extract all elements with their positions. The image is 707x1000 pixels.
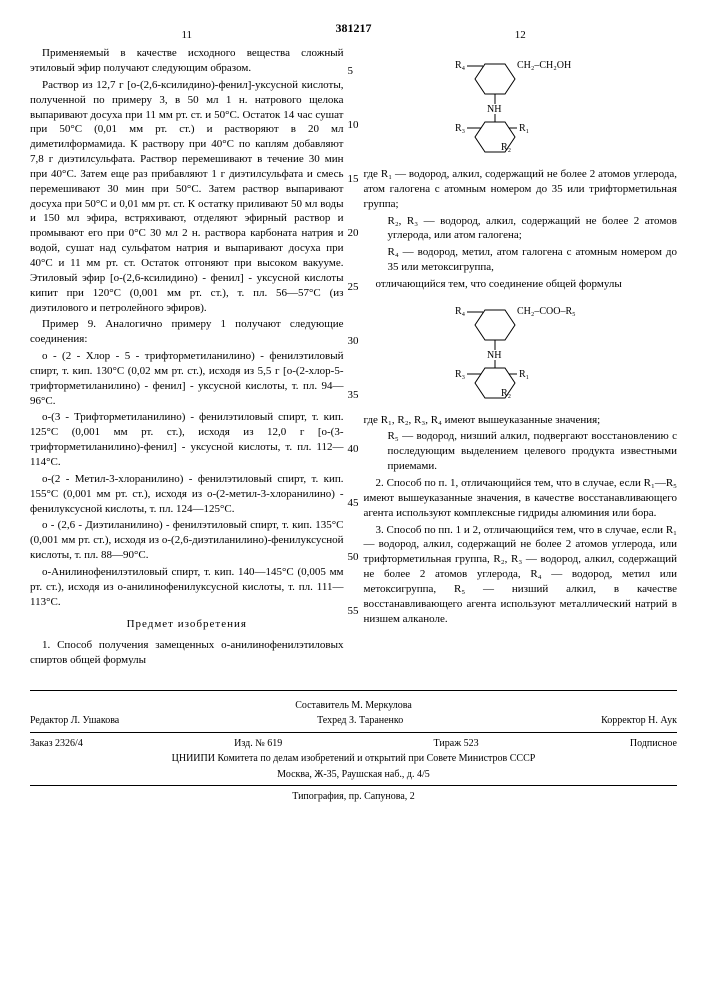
- where-clause: R₅ — водород, низший алкил, подвергают в…: [364, 429, 678, 474]
- compiler-line: Составитель М. Меркулова: [30, 699, 677, 713]
- formula-r3: R₃: [455, 123, 465, 134]
- paragraph: 2. Способ по п. 1, отличающийся тем, что…: [364, 476, 678, 521]
- paragraph: о-(2 - Метил-3-хлоранилино) - фенилэтило…: [30, 472, 344, 517]
- where-clause: R₄ — водород, метил, атом галогена с ато…: [364, 245, 678, 275]
- typo-line: Типография, пр. Сапунова, 2: [30, 790, 677, 804]
- two-column-layout: 11 Применяемый в качестве исходного веще…: [30, 46, 677, 670]
- paragraph: о-Анилинофенилэтиловый спирт, т. кип. 14…: [30, 565, 344, 610]
- formula-r3: R₃: [455, 369, 465, 380]
- footer: Составитель М. Меркулова Редактор Л. Уша…: [30, 690, 677, 804]
- order: Заказ 2326/4: [30, 737, 83, 751]
- line-num: 30: [348, 334, 359, 349]
- paragraph: о - (2 - Хлор - 5 - трифторметиланилино)…: [30, 349, 344, 408]
- paragraph: Применяемый в качестве исходного веществ…: [30, 46, 344, 76]
- right-column: 12 5 10 15 20 25 30 35 40 45 50 55 R₄ CH…: [364, 46, 678, 670]
- chemical-formula-1: R₄ CH₂–CH₂OH NH R₃ R₁ R₂: [364, 54, 678, 159]
- formula-r4: R₄: [455, 60, 466, 71]
- chemical-formula-2: R₄ CH₂–COO–R₅ NH R₃ R₁ R₂: [364, 300, 678, 405]
- line-num: 25: [348, 280, 359, 295]
- formula-nh: NH: [487, 350, 501, 361]
- formula-ch2coo: CH₂–COO–R₅: [517, 306, 576, 317]
- formula-r2: R₂: [501, 142, 511, 153]
- line-num: 45: [348, 496, 359, 511]
- editor: Редактор Л. Ушакова: [30, 714, 119, 728]
- left-col-number: 11: [181, 28, 192, 43]
- izd: Изд. № 619: [234, 737, 282, 751]
- paragraph: Пример 9. Аналогично примеру 1 получают …: [30, 317, 344, 347]
- line-num: 20: [348, 226, 359, 241]
- paragraph: о - (2,6 - Диэтиланилино) - фенилэтиловы…: [30, 518, 344, 563]
- tirazh: Тираж 523: [434, 737, 479, 751]
- line-num: 15: [348, 172, 359, 187]
- left-column: 11 Применяемый в качестве исходного веще…: [30, 46, 344, 670]
- corrector: Корректор Н. Аук: [601, 714, 677, 728]
- formula-r2: R₂: [501, 388, 511, 399]
- paragraph: 3. Способ по пп. 1 и 2, отличающийся тем…: [364, 523, 678, 627]
- credits-row: Редактор Л. Ушакова Техред З. Тараненко …: [30, 714, 677, 728]
- right-col-number: 12: [515, 28, 526, 43]
- doc-number: 381217: [30, 20, 677, 36]
- line-num: 55: [348, 604, 359, 619]
- subject-heading: Предмет изобретения: [30, 617, 344, 632]
- line-num: 10: [348, 118, 359, 133]
- line-num: 35: [348, 388, 359, 403]
- line-num: 50: [348, 550, 359, 565]
- formula-r4: R₄: [455, 306, 466, 317]
- line-num: 5: [348, 64, 354, 79]
- where-clause: R₂, R₃ — водород, алкил, содержащий не б…: [364, 214, 678, 244]
- divider: [30, 732, 677, 733]
- line-num: 40: [348, 442, 359, 457]
- formula-r1: R₁: [519, 369, 529, 380]
- where-clause: где R₁ — водород, алкил, содержащий не б…: [364, 167, 678, 212]
- paragraph: отличающийся тем, что соединение общей ф…: [364, 277, 678, 292]
- paragraph: о-(3 - Трифторметиланилино) - фенилэтило…: [30, 410, 344, 469]
- print-info-row: Заказ 2326/4 Изд. № 619 Тираж 523 Подпис…: [30, 737, 677, 751]
- paragraph: 1. Способ получения замещенных о-анилино…: [30, 638, 344, 668]
- formula-nh: NH: [487, 104, 501, 115]
- org-line: ЦНИИПИ Комитета по делам изобретений и о…: [30, 752, 677, 766]
- formula-ch2oh: CH₂–CH₂OH: [517, 60, 571, 71]
- podpis: Подписное: [630, 737, 677, 751]
- techred: Техред З. Тараненко: [317, 714, 403, 728]
- paragraph: Раствор из 12,7 г [о-(2,6-ксилидино)-фен…: [30, 78, 344, 316]
- formula-r1: R₁: [519, 123, 529, 134]
- addr-line: Москва, Ж-35, Раушская наб., д. 4/5: [30, 768, 677, 782]
- divider: [30, 785, 677, 786]
- where-clause: где R₁, R₂, R₃, R₄ имеют вышеуказанные з…: [364, 413, 678, 428]
